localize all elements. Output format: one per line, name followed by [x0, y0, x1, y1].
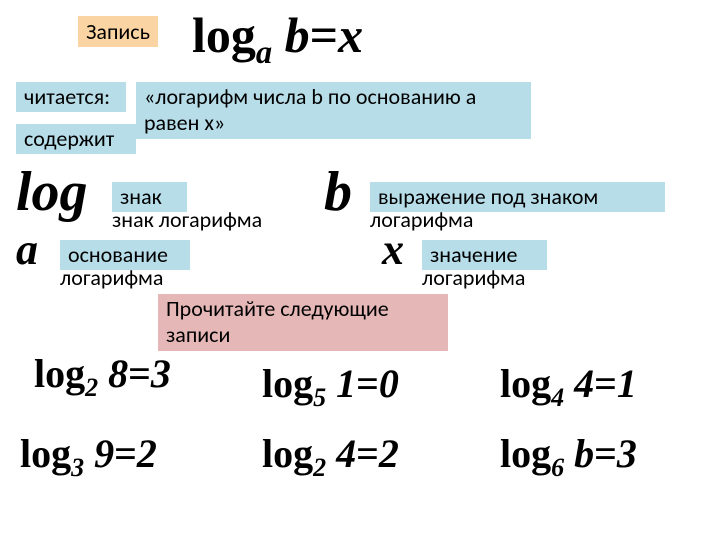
ex5-log: log	[262, 431, 313, 476]
header-log: log	[192, 7, 256, 63]
ex5-arg: 4	[336, 431, 356, 476]
ex2-arg: 1	[336, 361, 356, 406]
example-2: log5 1=0	[262, 360, 399, 407]
reads-label: читается:	[16, 82, 126, 112]
ex3-log: log	[500, 361, 551, 406]
ex3-arg: 4	[574, 361, 594, 406]
part-log-symbol: log	[16, 160, 88, 224]
task-label: Прочитайте следующие записи	[158, 294, 448, 351]
ex3-eq: =	[594, 361, 617, 406]
ex6-arg: b	[574, 431, 594, 476]
part-b-symbol: b	[324, 160, 352, 224]
ex1-val: 3	[151, 351, 171, 396]
ex2-log: log	[262, 361, 313, 406]
ex4-eq: =	[114, 431, 137, 476]
record-label: Запись	[78, 16, 158, 47]
ex3-val: 1	[617, 361, 637, 406]
ex4-val: 2	[137, 431, 157, 476]
ex6-log: log	[500, 431, 551, 476]
header-val: x	[338, 7, 363, 63]
example-5: log2 4=2	[262, 430, 399, 477]
ex2-base: 5	[313, 383, 326, 412]
ex6-eq: =	[594, 431, 617, 476]
part-a-desc: логарифма	[60, 265, 163, 291]
ex5-eq: =	[356, 431, 379, 476]
reads-text: «логарифм числа b по основанию a равен x…	[136, 82, 531, 139]
part-a-symbol: a	[16, 224, 38, 275]
example-3: log4 4=1	[500, 360, 637, 407]
part-x-desc: логарифма	[422, 265, 525, 291]
ex6-base: 6	[551, 453, 564, 482]
part-log-desc: знак логарифма	[112, 207, 262, 233]
part-x-symbol: x	[382, 224, 404, 275]
contains-label: содержит	[16, 124, 136, 154]
ex4-arg: 9	[94, 431, 114, 476]
ex1-arg: 8	[108, 351, 128, 396]
ex1-log: log	[34, 351, 85, 396]
ex2-val: 0	[379, 361, 399, 406]
ex1-base: 2	[85, 373, 98, 402]
ex3-base: 4	[551, 383, 564, 412]
header-base: a	[256, 35, 272, 71]
ex2-eq: =	[356, 361, 379, 406]
ex6-val: 3	[617, 431, 637, 476]
example-6: log6 b=3	[500, 430, 637, 477]
ex5-base: 2	[313, 453, 326, 482]
ex4-base: 3	[71, 453, 84, 482]
header-formula: loga b=x	[192, 6, 363, 64]
ex5-val: 2	[379, 431, 399, 476]
header-eq: =	[310, 7, 339, 63]
example-4: log3 9=2	[20, 430, 157, 477]
header-arg: b	[285, 7, 310, 63]
ex4-log: log	[20, 431, 71, 476]
example-1: log2 8=3	[34, 350, 171, 397]
ex1-eq: =	[128, 351, 151, 396]
